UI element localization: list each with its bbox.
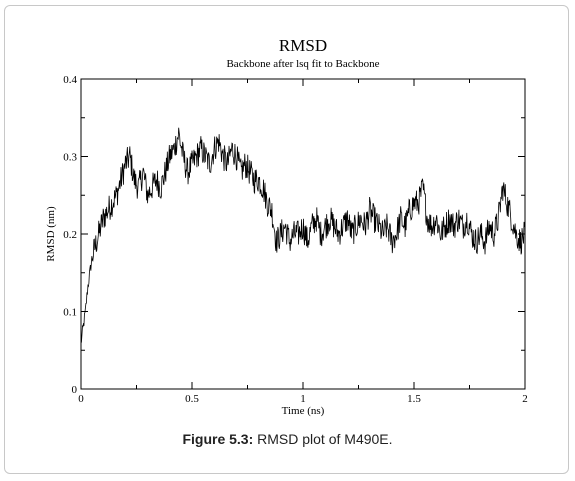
chart-subtitle: Backbone after lsq fit to Backbone: [226, 58, 379, 70]
rmsd-series-line: [80, 127, 526, 343]
x-tick-label: 2: [522, 393, 528, 405]
x-tick-label: 0.5: [185, 393, 199, 405]
x-tick-label: 0: [78, 393, 84, 405]
x-axis-label: Time (ns): [282, 405, 325, 417]
figure-caption: Figure 5.3: RMSD plot of M490E.: [0, 431, 575, 447]
y-tick-label: 0.3: [63, 152, 77, 164]
y-axis-label: RMSD (nm): [45, 206, 57, 262]
caption-label: Figure 5.3:: [182, 431, 254, 447]
y-tick-label: 0.1: [63, 307, 77, 319]
caption-text: RMSD plot of M490E.: [253, 431, 393, 447]
x-tick-label: 1: [300, 393, 306, 405]
x-tick-label: 1.5: [407, 393, 421, 405]
y-tick-label: 0.2: [63, 229, 77, 241]
chart-title: RMSD: [279, 36, 327, 55]
y-tick-label: 0: [72, 384, 78, 396]
y-tick-label: 0.4: [63, 74, 77, 86]
